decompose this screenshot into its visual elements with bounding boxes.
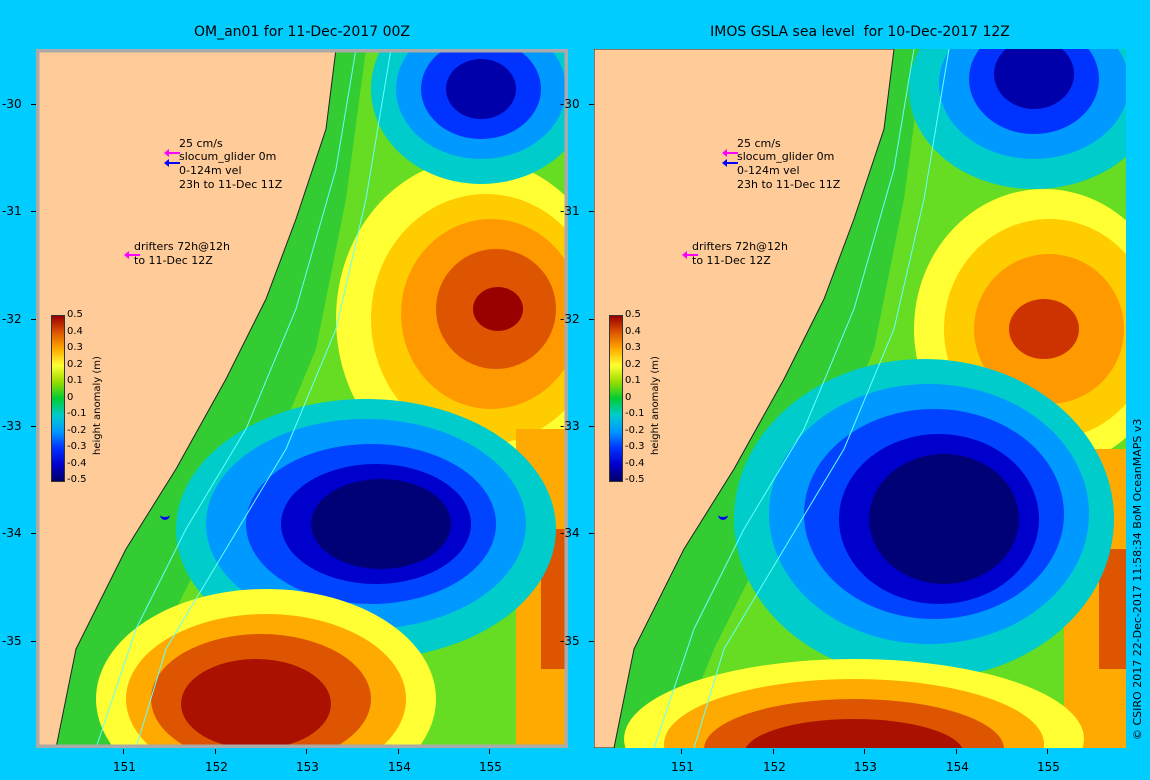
x-tick-mark — [864, 749, 865, 754]
y-tick-label: -32 — [2, 312, 22, 326]
y-tick-label: -35 — [560, 634, 580, 648]
legend-window: 23h to 11-Dec 11Z — [179, 178, 283, 191]
legend-drifters-2: to 11-Dec 12Z — [692, 254, 771, 267]
x-tick-mark — [398, 749, 399, 754]
colorbar-tick-label: 0.1 — [67, 375, 83, 386]
y-tick-label: -35 — [2, 634, 22, 648]
colorbar-tick-label: -0.3 — [625, 441, 645, 452]
x-tick-label: 153 — [854, 760, 877, 774]
y-tick-label: -33 — [560, 419, 580, 433]
colorbar-tick-label: 0.1 — [625, 375, 641, 386]
colorbar-right — [609, 315, 623, 482]
y-tick-mark — [31, 533, 36, 534]
y-tick-mark — [31, 319, 36, 320]
y-tick-label: -30 — [560, 97, 580, 111]
x-tick-mark — [215, 749, 216, 754]
colorbar-tick-label: -0.5 — [625, 474, 645, 485]
y-tick-label: -31 — [560, 204, 580, 218]
y-tick-label: -33 — [2, 419, 22, 433]
y-tick-mark — [589, 319, 594, 320]
x-tick-mark — [956, 749, 957, 754]
colorbar-tick-label: -0.2 — [67, 424, 87, 436]
legend-speed: 25 cm/s — [179, 137, 223, 150]
colorbar-tick-label: 0.5 — [67, 309, 83, 320]
glider-marker — [160, 509, 170, 520]
legend-glider: slocum_glider 0m — [737, 150, 835, 163]
glider-arrow-icon — [722, 159, 738, 167]
colorbar-tick-label: 0 — [67, 391, 74, 403]
legend-vel: 0-124m vel — [179, 164, 242, 177]
x-tick-label: 154 — [388, 760, 411, 774]
x-tick-label: 152 — [763, 760, 786, 774]
legend-speed: 25 cm/s — [737, 137, 781, 150]
y-tick-mark — [589, 211, 594, 212]
y-tick-label: -34 — [560, 526, 580, 540]
colorbar-tick-label: -0.4 — [67, 457, 87, 469]
colorbar-tick-label: -0.3 — [67, 441, 87, 452]
x-tick-label: 151 — [113, 760, 136, 774]
colorbar-tick-label: -0.4 — [625, 457, 645, 469]
y-tick-mark — [589, 533, 594, 534]
map-right: 25 cm/s slocum_glider 0m 0-124m vel 23h … — [594, 49, 1126, 748]
colorbar-tick-label: 0.3 — [67, 342, 83, 353]
colorbar-tick-label: -0.1 — [67, 408, 87, 419]
legend-drifters-1: drifters 72h@12h — [692, 240, 789, 253]
y-tick-mark — [31, 641, 36, 642]
colorbar-tick-label: -0.1 — [625, 408, 645, 419]
legend-vel: 0-124m vel — [737, 164, 800, 177]
y-tick-label: -31 — [2, 204, 22, 218]
colorbar-tick-label: -0.5 — [67, 474, 87, 485]
x-tick-label: 155 — [1037, 760, 1060, 774]
panel-title-left: OM_an01 for 11-Dec-2017 00Z — [193, 24, 410, 40]
x-tick-label: 154 — [946, 760, 969, 774]
legend-drifters-2: to 11-Dec 12Z — [134, 254, 213, 267]
ssh-field-left — [36, 49, 568, 748]
y-tick-label: -34 — [2, 526, 22, 540]
legend-glider: slocum_glider 0m — [179, 150, 277, 163]
x-tick-mark — [123, 749, 124, 754]
x-tick-mark — [489, 749, 490, 754]
x-tick-mark — [773, 749, 774, 754]
legend-window: 23h to 11-Dec 11Z — [737, 178, 841, 191]
x-tick-label: 155 — [479, 760, 502, 774]
colorbar-tick-label: 0 — [625, 391, 632, 403]
colorbar-tick-label: 0.4 — [625, 325, 641, 337]
x-tick-label: 151 — [671, 760, 694, 774]
y-tick-label: -30 — [2, 97, 22, 111]
panel-title-right: IMOS GSLA sea level for 10-Dec-2017 12Z — [710, 24, 1010, 40]
colorbar-tick-label: 0.5 — [625, 309, 641, 320]
colorbar-tick-label: 0.2 — [67, 358, 83, 370]
colorbar-tick-label: 0.2 — [625, 358, 641, 370]
y-tick-mark — [31, 426, 36, 427]
y-tick-mark — [589, 104, 594, 105]
credit-text: © CSIRO 2017 22-Dec-2017 11:58:34 BoM Oc… — [1131, 418, 1144, 740]
drifter-arrow-icon — [124, 251, 140, 259]
x-tick-mark — [1047, 749, 1048, 754]
x-tick-mark — [306, 749, 307, 754]
speed-arrow-icon — [722, 149, 738, 157]
x-tick-label: 152 — [205, 760, 228, 774]
y-tick-mark — [589, 426, 594, 427]
drifter-arrow-icon — [682, 251, 698, 259]
colorbar-label-left: height anomaly (m) — [92, 356, 103, 455]
map-left: 25 cm/s slocum_glider 0m 0-124m vel 23h … — [36, 49, 568, 748]
y-tick-label: -32 — [560, 312, 580, 326]
glider-marker — [718, 509, 728, 520]
ssh-field-right — [594, 49, 1126, 748]
y-tick-mark — [589, 641, 594, 642]
colorbar-tick-label: 0.4 — [67, 325, 83, 337]
colorbar-tick-label: -0.2 — [625, 424, 645, 436]
legend-drifters-1: drifters 72h@12h — [134, 240, 231, 253]
speed-arrow-icon — [164, 149, 180, 157]
x-tick-label: 153 — [296, 760, 319, 774]
x-tick-mark — [681, 749, 682, 754]
y-tick-mark — [31, 211, 36, 212]
colorbar-tick-label: 0.3 — [625, 342, 641, 353]
colorbar-left — [51, 315, 65, 482]
y-tick-mark — [31, 104, 36, 105]
glider-arrow-icon — [164, 159, 180, 167]
colorbar-label-right: height anomaly (m) — [650, 356, 661, 455]
